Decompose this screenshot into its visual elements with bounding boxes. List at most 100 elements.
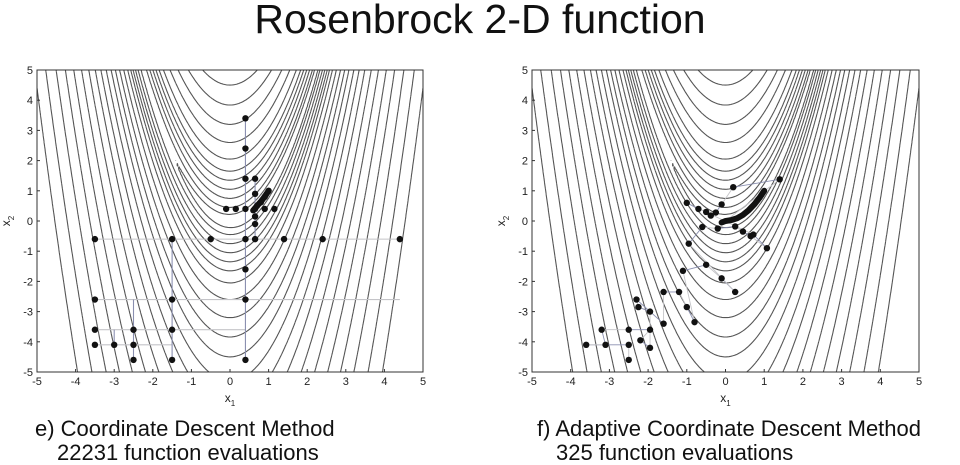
search-path-segment xyxy=(688,243,736,293)
contour-line xyxy=(618,70,833,301)
y-axis-label: x2 xyxy=(494,215,511,226)
search-point xyxy=(660,288,667,296)
y-tick-label: 3 xyxy=(522,125,528,137)
contour-line xyxy=(630,70,822,254)
search-point xyxy=(251,213,259,220)
search-point xyxy=(739,228,747,235)
x-tick-label: -5 xyxy=(32,376,42,388)
search-point xyxy=(731,288,739,296)
search-path-segment xyxy=(733,178,780,188)
contour-line xyxy=(132,70,328,263)
search-point xyxy=(625,326,632,333)
search-point xyxy=(675,288,683,296)
x-tick-label: 4 xyxy=(381,376,387,388)
contour-line xyxy=(127,70,333,284)
search-point xyxy=(242,145,249,152)
y-tick-label: -3 xyxy=(518,307,528,319)
y-tick-label: -3 xyxy=(23,307,33,319)
y-tick-label: -2 xyxy=(518,276,528,288)
contour-line xyxy=(600,70,851,372)
x-tick-label: 4 xyxy=(877,376,883,388)
contour-line xyxy=(64,70,396,372)
y-tick-label: 4 xyxy=(27,95,33,107)
y-axis-label-subscript: 2 xyxy=(502,215,511,220)
x-tick-label: -2 xyxy=(643,376,653,388)
search-point xyxy=(699,223,706,231)
search-point xyxy=(702,261,710,268)
x-tick-label: 3 xyxy=(343,376,349,388)
search-point xyxy=(261,193,268,201)
x-tick-label: -2 xyxy=(148,376,158,388)
search-point xyxy=(242,205,249,213)
search-point xyxy=(251,220,259,228)
search-point xyxy=(168,326,176,333)
search-point xyxy=(168,296,176,303)
x-tick-label: 0 xyxy=(722,376,728,388)
search-point xyxy=(130,341,137,349)
search-point xyxy=(130,326,137,333)
plot-e: -5 -4 -3 -2 -1 0 1 2 3 4 5 5 4 3 2 1 0 -1 -2 -3 -4 -5 x1 x2 xyxy=(0,65,426,408)
search-point xyxy=(207,235,214,243)
y-tick-label: -2 xyxy=(23,276,33,288)
search-point xyxy=(130,356,137,364)
contour-line xyxy=(81,70,380,372)
contour-line xyxy=(94,70,366,372)
search-point xyxy=(91,341,99,349)
search-point xyxy=(683,199,690,207)
x-tick-label: -5 xyxy=(527,376,537,388)
y-tick-label: -1 xyxy=(23,246,33,258)
search-point xyxy=(730,183,737,191)
caption-f-line1: f) Adaptive Coordinate Descent Method xyxy=(537,416,922,441)
search-point xyxy=(242,115,249,122)
x-tick-label: 3 xyxy=(839,376,845,388)
y-axis-label: x2 xyxy=(0,215,16,226)
x-tick-label: -1 xyxy=(682,376,692,388)
contour-line xyxy=(595,70,856,372)
search-point xyxy=(685,240,692,247)
contour-line xyxy=(625,70,826,272)
contour-line xyxy=(114,70,346,338)
search-point xyxy=(691,318,698,326)
search-point xyxy=(280,235,288,243)
y-tick-label: 1 xyxy=(522,186,528,198)
search-point xyxy=(265,187,272,194)
x-tick-label: 5 xyxy=(916,376,922,388)
search-path-segment xyxy=(688,226,703,244)
search-point xyxy=(242,296,249,303)
y-tick-label: 5 xyxy=(522,65,528,77)
y-tick-label: -5 xyxy=(518,367,528,379)
search-point xyxy=(242,235,249,243)
search-point xyxy=(602,341,609,349)
contour-line xyxy=(568,70,883,372)
x-tick-label: 1 xyxy=(761,376,767,388)
search-point xyxy=(598,326,605,333)
figure-title: Rosenbrock 2-D function xyxy=(254,0,706,42)
x-tick-label: 1 xyxy=(266,376,272,388)
contour-line xyxy=(583,70,868,372)
x-tick-label: 2 xyxy=(800,376,806,388)
contour-line xyxy=(55,70,405,372)
x-tick-label: -4 xyxy=(566,376,576,388)
y-tick-label: 5 xyxy=(27,65,33,77)
search-point xyxy=(637,337,644,344)
search-point xyxy=(91,235,99,243)
contour-line xyxy=(100,70,360,372)
y-tick-label: 4 xyxy=(522,95,528,107)
x-tick-label: 5 xyxy=(420,376,426,388)
x-axis-label-subscript: 1 xyxy=(726,399,731,408)
x-axis-label-subscript: 1 xyxy=(231,399,236,408)
plot-area xyxy=(532,70,919,372)
y-tick-label: 3 xyxy=(27,125,33,137)
search-point xyxy=(776,176,783,183)
y-tick-label: -4 xyxy=(23,337,33,349)
y-tick-label: 2 xyxy=(522,156,528,168)
x-tick-label: -4 xyxy=(71,376,81,388)
search-point xyxy=(718,201,725,208)
contour-line xyxy=(105,70,355,372)
search-point xyxy=(242,266,249,273)
caption-e-line1: e) Coordinate Descent Method xyxy=(35,416,335,441)
contour-line xyxy=(635,70,817,236)
search-point xyxy=(646,326,654,333)
contour-line xyxy=(532,87,919,372)
